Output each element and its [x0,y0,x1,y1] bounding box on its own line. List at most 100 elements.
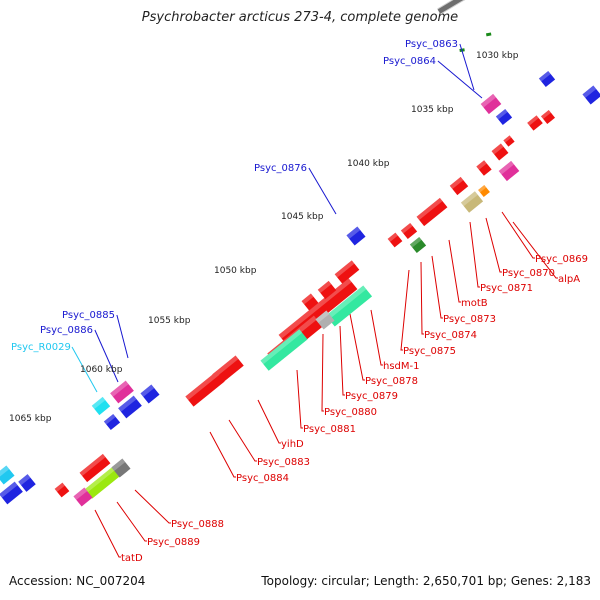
gene-label-motb: motB [461,298,488,309]
gene-feature [79,453,111,483]
gene-label-psyc-0878: Psyc_0878 [365,376,418,387]
gene-feature [0,465,15,485]
leader-line [349,313,365,381]
gene-feature [0,481,23,505]
gene-features [0,70,600,507]
gene-feature [325,285,373,327]
leader-line [459,43,475,91]
genome-backbone [437,0,464,14]
gene-feature [478,184,490,198]
leader-line [308,167,337,215]
scale-tick-label: 1060 kbp [80,365,123,375]
gene-label-alpa: alpA [558,274,580,285]
leader-line [431,255,443,319]
leader-line [257,399,281,444]
gene-label-hsdm-1: hsdM-1 [383,361,420,372]
gene-label-psyc-0864: Psyc_0864 [383,56,436,67]
gene-feature [18,474,36,492]
gene-feature [54,482,70,498]
gene-label-yihd: yihD [281,439,304,450]
leader-line [512,221,558,279]
gene-feature [449,176,469,196]
gene-feature [317,280,337,300]
scale-tick-label: 1050 kbp [214,266,257,276]
gene-feature [409,236,427,254]
gene-feature [103,413,121,431]
gene-label-psyc-0880: Psyc_0880 [324,407,377,418]
gene-feature [346,226,366,246]
scale-tick-label: 1055 kbp [148,316,191,326]
gene-feature [140,384,160,404]
scale-tick-label: 1040 kbp [347,159,390,169]
scale-ticks: 1030 kbp 1035 kbp 1040 kbp 1045 kbp 1050 kbp… [9,51,519,424]
leader-line [501,211,535,259]
gene-feature [387,232,403,248]
leader-line [339,325,345,396]
leader-line [437,60,483,99]
leader-line [116,314,129,359]
gene-feature [400,222,418,240]
gene-feature [334,260,360,284]
gene-feature [416,197,448,227]
gene-label-psyc-0863: Psyc_0863 [405,39,458,50]
gene-feature [185,371,225,407]
gene-label-psyc-0873: Psyc_0873 [443,314,496,325]
gene-feature [91,396,111,416]
gene-label-psyc-0888: Psyc_0888 [171,519,224,530]
gene-feature [315,310,335,330]
leader-line [448,239,461,303]
gene-feature [110,380,134,404]
gene-label-psyc-0883: Psyc_0883 [257,457,310,468]
genome-summary-text: Topology: circular; Length: 2,650,701 bp… [261,574,591,588]
gene-feature [538,70,556,88]
gene-label-psyc-0874: Psyc_0874 [424,330,477,341]
tick-dot [485,32,492,37]
scale-tick-label: 1030 kbp [476,51,519,61]
tick-dots [459,32,492,52]
gene-label-psyc-0885: Psyc_0885 [62,310,115,321]
leader-line [420,261,424,335]
accession-text: Accession: NC_007204 [9,574,146,588]
gene-feature [540,109,556,125]
scale-tick-label: 1035 kbp [411,105,454,115]
leader-line [94,329,119,383]
gene-feature [480,93,502,115]
scale-tick-label: 1065 kbp [9,414,52,424]
gene-label-psyc-0879: Psyc_0879 [345,391,398,402]
gene-labels: Psyc_0863 Psyc_0864 Psyc_0876 Psyc_0885 Psyc… [11,39,588,564]
leader-line [94,509,121,558]
gene-feature [527,115,543,131]
leader-line [370,309,383,366]
gene-label-psyc-0886: Psyc_0886 [40,325,93,336]
gene-feature [84,467,120,499]
gene-label-psyc-0876: Psyc_0876 [254,163,307,174]
gene-label-psyc-0884: Psyc_0884 [236,473,289,484]
gene-feature [460,191,484,213]
leader-line [485,217,502,273]
leader-line [321,333,324,412]
label-leader-lines [71,43,558,558]
gene-label-psyc-0889: Psyc_0889 [147,537,200,548]
gene-feature [503,135,515,147]
gene-feature [301,293,319,311]
leader-line [116,501,147,542]
backbone-shadow [437,0,466,15]
leader-line [228,419,257,462]
leader-line [71,346,98,393]
gene-feature [498,160,520,182]
gene-feature [73,487,93,507]
leader-line [469,221,480,288]
gene-label-psyc-0870: Psyc_0870 [502,268,555,279]
leader-line [134,489,171,524]
leader-line [296,369,303,429]
gene-feature [476,160,492,176]
gene-feature [491,143,509,161]
leader-line [400,269,410,351]
gene-feature [118,395,142,419]
scale-tick-label: 1045 kbp [281,212,324,222]
leader-line [209,431,236,478]
gene-label-psyc-0881: Psyc_0881 [303,424,356,435]
gene-feature [582,85,600,105]
